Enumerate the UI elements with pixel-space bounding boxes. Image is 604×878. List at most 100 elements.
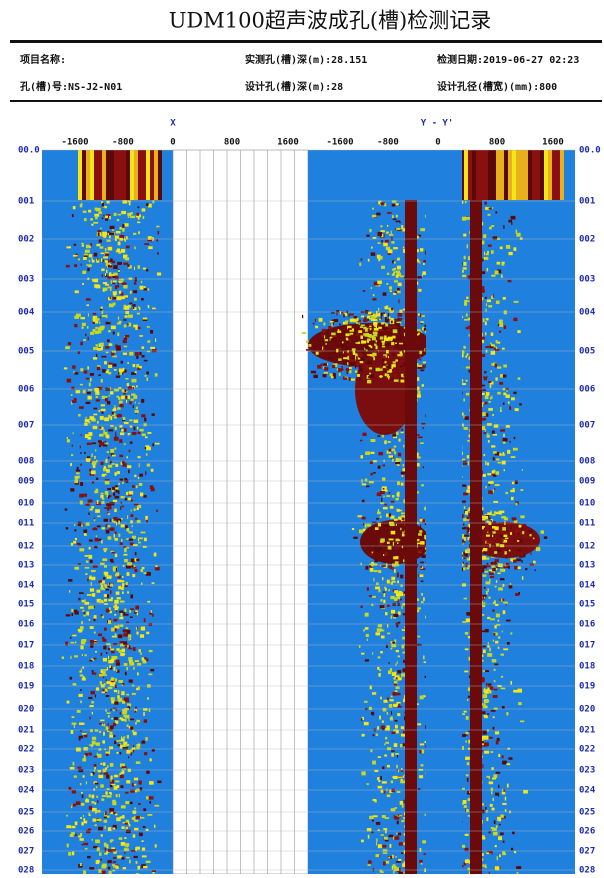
echo [146,377,148,381]
echo [137,613,138,616]
echo [487,729,489,731]
echo [380,776,382,780]
echo [142,840,144,842]
echo [333,350,336,354]
echo [64,367,67,369]
echo [367,783,369,785]
echo [83,615,85,617]
echo [528,150,532,200]
echo [389,286,392,289]
echo [87,443,92,445]
echo [341,344,345,347]
echo [401,673,405,676]
echo [135,518,138,520]
echo [135,352,139,356]
echo [96,687,99,690]
echo [401,483,404,486]
echo [387,451,389,454]
echo [106,652,107,654]
echo [81,803,85,806]
echo [112,229,114,231]
echo [385,552,388,554]
echo [420,696,424,700]
echo [118,242,121,246]
echo [141,298,144,300]
echo [468,636,470,638]
echo [368,319,369,321]
echo [552,150,556,200]
echo [116,231,121,233]
echo [372,552,373,554]
echo [139,366,142,368]
echo [381,313,383,316]
echo [105,218,108,221]
echo [93,618,95,621]
echo [156,226,159,228]
echo [362,433,366,436]
echo [513,690,518,693]
echo [139,429,143,432]
echo [144,286,146,288]
echo [76,472,80,474]
echo [517,549,520,551]
echo [376,842,377,846]
echo [496,340,498,343]
echo [108,620,111,624]
echo [501,262,504,264]
echo [110,793,112,795]
echo [121,211,126,214]
echo [501,274,502,277]
echo [89,539,93,541]
echo [109,495,111,497]
echo [128,635,132,638]
echo [507,748,510,750]
echo [492,526,496,529]
echo [521,527,523,530]
echo [328,326,332,329]
echo [492,535,493,537]
echo [96,489,99,492]
echo [65,508,68,510]
echo [98,770,101,772]
echo [512,150,516,200]
echo [377,435,380,437]
echo [365,333,369,337]
echo [77,467,79,471]
echo [390,506,394,509]
echo [102,150,106,200]
echo [141,281,142,283]
echo [322,347,323,350]
echo [107,451,109,453]
echo [501,511,504,513]
echo [78,414,80,417]
echo [497,392,500,395]
echo [516,866,521,869]
echo [93,222,98,224]
echo [463,234,466,237]
echo [324,372,328,374]
echo [493,640,494,642]
echo [85,799,89,802]
echo [106,371,109,373]
echo [494,511,496,515]
echo [95,538,99,542]
echo [80,863,82,866]
echo [102,527,105,529]
echo [125,699,129,702]
echo [84,254,88,256]
echo [150,150,154,200]
echo [392,581,396,583]
echo [365,613,369,617]
echo [112,412,114,415]
echo [156,565,158,567]
echo [379,329,384,331]
echo [420,562,424,564]
echo [99,322,100,324]
echo [96,742,100,745]
echo [517,540,519,542]
echo [148,246,152,249]
echo [494,689,498,691]
echo [108,723,109,726]
echo [93,565,98,567]
echo [81,792,83,794]
